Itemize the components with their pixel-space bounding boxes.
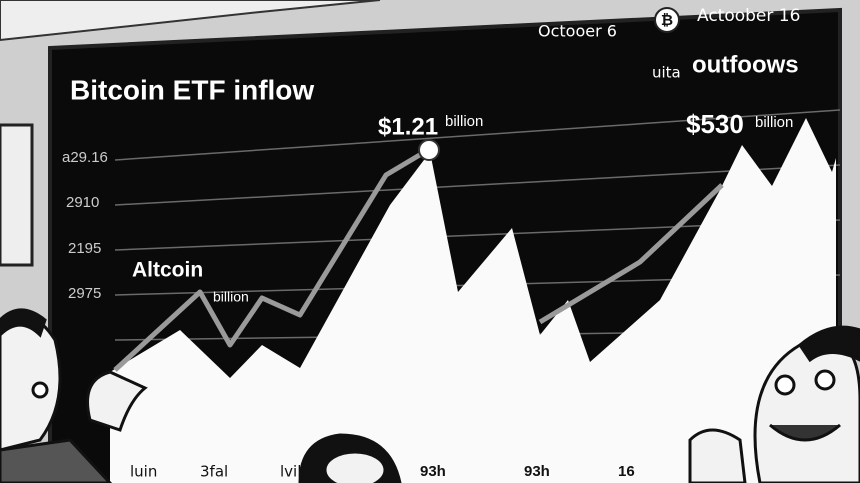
grid-line <box>114 109 841 161</box>
hand <box>86 370 148 432</box>
x-tick-label: 3fal <box>200 463 228 481</box>
eye <box>31 381 49 399</box>
hair <box>798 325 860 363</box>
annotation-unit: billion <box>755 114 793 131</box>
bitcoin-symbol: ₿ <box>661 12 673 29</box>
x-tick-label: 93h <box>524 463 550 480</box>
trend-line <box>538 183 724 325</box>
face <box>323 450 387 483</box>
date-label: Actoober 16 <box>697 6 800 26</box>
eye <box>814 369 836 391</box>
x-tick-label: 93h <box>420 463 446 480</box>
character-middle <box>298 433 402 483</box>
grid-line <box>114 164 841 206</box>
mouth <box>769 423 841 442</box>
bitcoin-icon <box>654 7 680 33</box>
annotation-unit: billion <box>445 113 483 130</box>
x-tick-label: 16 <box>618 463 635 480</box>
annotation-label: Altcoin <box>132 259 203 282</box>
x-tick-label: lvil <box>280 463 301 481</box>
area-shape <box>110 118 836 483</box>
y-tick-label: 2975 <box>68 285 101 302</box>
hair <box>0 308 47 338</box>
y-tick-label: a29.16 <box>62 149 108 166</box>
annotation-unit: billion <box>213 289 249 305</box>
ceiling-light <box>0 0 381 42</box>
character-right <box>688 325 860 483</box>
y-tick-label: 2195 <box>68 240 101 257</box>
eye <box>774 374 796 396</box>
chart-title: Bitcoin ETF inflow <box>70 74 314 105</box>
hand <box>688 428 747 483</box>
trend-line <box>113 147 430 372</box>
annotation-value: $530 <box>686 109 744 139</box>
peak-marker <box>418 139 440 161</box>
x-tick-label: luin <box>130 463 157 481</box>
wall-panel <box>0 123 34 267</box>
character-left <box>0 308 148 483</box>
shirt <box>0 438 113 483</box>
annotation-value: $1.21 <box>378 113 438 140</box>
y-tick-label: 2910 <box>66 194 99 211</box>
legend-label: outfoows <box>692 51 799 78</box>
date-label: Octooer 6 <box>538 22 617 41</box>
legend-prefix: uita <box>652 64 681 82</box>
